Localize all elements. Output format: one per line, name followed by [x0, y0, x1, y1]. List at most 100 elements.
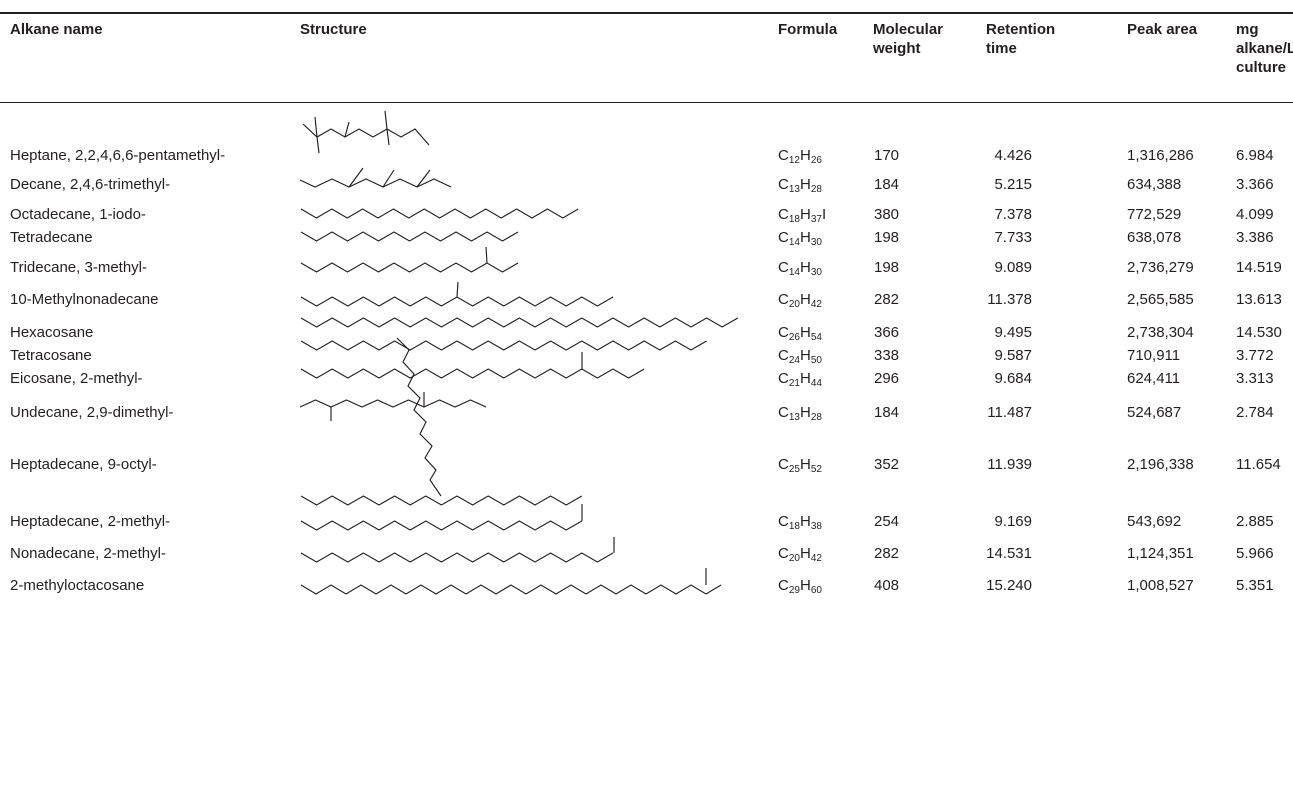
structure-branch [485, 246, 488, 264]
formula-element: C [778, 513, 789, 530]
formula-subscript: 21 [788, 378, 800, 389]
structure-methyltridecane [300, 262, 519, 273]
structure-tetradecane [300, 231, 519, 242]
peak-area: 772,529 [1127, 206, 1182, 223]
formula-subscript: 26 [810, 155, 822, 166]
formula-subscript: 54 [810, 332, 822, 343]
formula-element: H [799, 206, 811, 223]
structure-methyloctacosane [300, 584, 722, 595]
header-alkane-name: Alkane name [10, 21, 103, 38]
alkane-name: Eicosane, 2-methyl- [10, 370, 143, 387]
structure-methylnonadecane-2 [300, 552, 614, 563]
formula-element: C [778, 545, 789, 562]
molecular-weight: 366 [874, 324, 900, 341]
peak-area: 634,388 [1127, 176, 1182, 193]
formula-element: H [799, 370, 811, 387]
alkane-name: Heptane, 2,2,4,6,6-pentamethyl- [10, 147, 226, 164]
retention-time: 14.531 [986, 545, 1032, 562]
formula-subscript: 18 [788, 521, 800, 532]
retention-time: 9.089 [994, 259, 1032, 276]
formula-cell: C12H26 [778, 147, 822, 166]
molecular-weight: 338 [874, 347, 900, 364]
formula-cell: C18H37I [778, 206, 827, 225]
formula-element: H [799, 176, 811, 193]
alkane-name: 2-methyloctacosane [10, 577, 145, 594]
mg-alkane-per-l: 14.530 [1236, 324, 1282, 341]
formula-element: C [778, 370, 789, 387]
formula-subscript: 26 [788, 332, 800, 343]
molecular-weight: 198 [874, 229, 900, 246]
formula-element: H [799, 347, 811, 364]
formula-element: C [778, 229, 789, 246]
retention-time: 4.426 [994, 147, 1032, 164]
formula-subscript: 28 [810, 412, 822, 423]
structure-pentamethylheptane [302, 110, 430, 154]
structure-trimethyldecane [299, 167, 452, 188]
peak-area: 1,316,286 [1127, 147, 1194, 164]
formula-subscript: 30 [810, 267, 822, 278]
retention-time: 11.378 [987, 291, 1032, 308]
formula-cell: C26H54 [778, 324, 822, 343]
alkane-name: Nonadecane, 2-methyl- [10, 545, 166, 562]
peak-area: 624,411 [1127, 370, 1181, 387]
retention-time: 9.684 [994, 370, 1032, 387]
structure-iodooctadecane [300, 208, 579, 219]
mg-alkane-per-l: 6.984 [1236, 147, 1274, 164]
peak-area: 2,196,338 [1127, 456, 1194, 473]
formula-cell: C14H30 [778, 259, 822, 278]
formula-element: H [799, 259, 811, 276]
formula-element: I [821, 206, 827, 223]
structure-dimethylundecane [299, 399, 487, 408]
formula-subscript: 42 [810, 299, 822, 310]
formula-subscript: 25 [788, 464, 800, 475]
formula-cell: C13H28 [778, 176, 822, 195]
formula-subscript: 29 [788, 585, 800, 596]
molecular-weight: 352 [874, 456, 900, 473]
header-mg-alkane: mg alkane/L culture [1236, 21, 1293, 76]
structure-methyleicosane [300, 368, 645, 379]
formula-cell: C14H30 [778, 229, 822, 248]
formula-cell: C18H38 [778, 513, 822, 532]
formula-element: H [799, 291, 811, 308]
mg-alkane-per-l: 5.351 [1236, 577, 1274, 594]
molecular-weight: 198 [874, 259, 900, 276]
formula-subscript: 42 [810, 553, 822, 564]
peak-area: 1,124,351 [1127, 545, 1194, 562]
formula-subscript: 28 [810, 184, 822, 195]
formula-subscript: 38 [810, 521, 822, 532]
formula-element: C [778, 456, 789, 473]
molecular-weight: 296 [874, 370, 900, 387]
formula-subscript: 12 [788, 155, 800, 166]
molecular-weight: 282 [874, 291, 900, 308]
header-peak-area: Peak area [1127, 21, 1198, 38]
molecular-weight: 184 [874, 176, 900, 193]
retention-time: 9.169 [994, 513, 1032, 530]
alkane-name: Decane, 2,4,6-trimethyl- [10, 176, 171, 193]
mg-alkane-per-l: 5.966 [1236, 545, 1274, 562]
molecular-weight: 408 [874, 577, 900, 594]
formula-element: C [778, 206, 789, 223]
structure-hexacosane [300, 317, 739, 328]
mg-alkane-per-l: 2.784 [1236, 404, 1274, 421]
formula-element: H [799, 577, 811, 594]
formula-subscript: 24 [788, 355, 800, 366]
retention-time: 7.733 [994, 229, 1032, 246]
retention-time: 9.495 [994, 324, 1032, 341]
mg-alkane-per-l: 14.519 [1236, 259, 1282, 276]
formula-element: H [799, 404, 811, 421]
alkane-name: Heptadecane, 2-methyl- [10, 513, 171, 530]
alkane-name: Undecane, 2,9-dimethyl- [10, 404, 174, 421]
formula-element: H [799, 147, 811, 164]
formula-element: C [778, 291, 789, 308]
formula-cell: C25H52 [778, 456, 822, 475]
formula-element: H [799, 513, 811, 530]
molecular-weight: 170 [874, 147, 900, 164]
peak-area: 524,687 [1127, 404, 1182, 421]
formula-element: C [778, 347, 789, 364]
formula-subscript: 44 [810, 378, 822, 389]
retention-time: 9.587 [994, 347, 1032, 364]
mg-alkane-per-l: 2.885 [1236, 513, 1274, 530]
retention-time: 11.487 [987, 404, 1032, 421]
alkane-name: Tridecane, 3-methyl- [10, 259, 147, 276]
formula-subscript: 37 [810, 214, 822, 225]
